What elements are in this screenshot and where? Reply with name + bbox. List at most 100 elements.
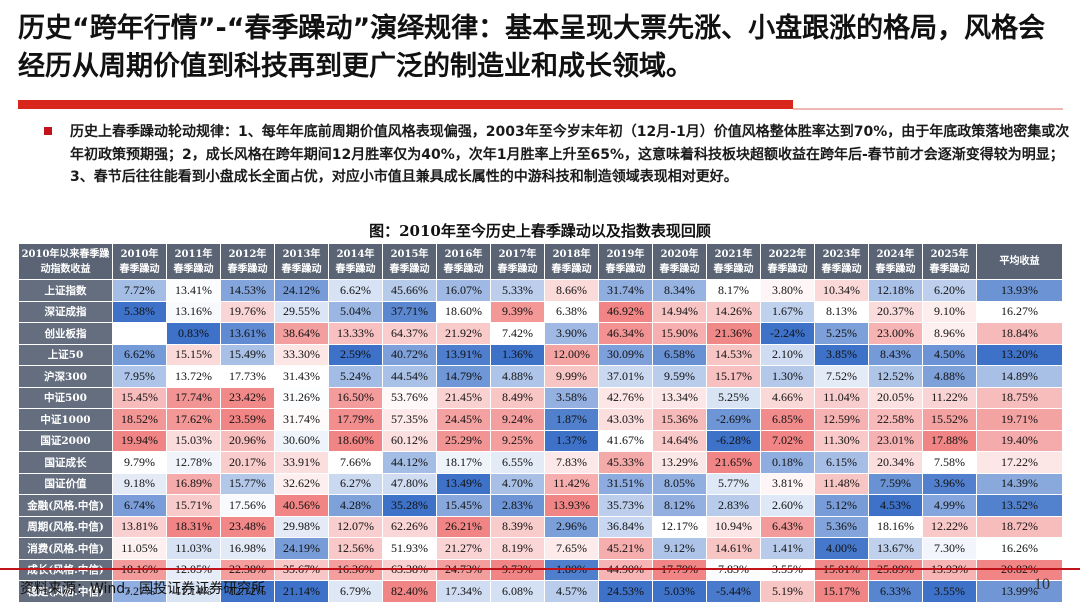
column-header: 2013年 春季躁动 (274, 243, 329, 280)
column-header: 平均收益 (976, 243, 1063, 280)
table-cell: 46.92% (598, 300, 653, 323)
corner-line-2: 动指数收益 (40, 263, 91, 275)
table-cell: 32.62% (274, 472, 329, 495)
table-cell: 31.74% (598, 279, 653, 302)
table-cell: 14.26% (706, 300, 761, 323)
table-cell: 51.93% (382, 537, 437, 560)
table-cell: 19.40% (976, 429, 1063, 452)
table-cell: 12.00% (544, 343, 599, 366)
table-cell: 31.43% (274, 365, 329, 388)
page-number: 10 (1034, 576, 1050, 593)
table-cell: 11.48% (814, 472, 869, 495)
table-cell: 6.43% (760, 515, 815, 538)
table-cell: 8.05% (652, 472, 707, 495)
table-cell: 7.59% (868, 472, 923, 495)
table-cell: -2.24% (760, 322, 815, 345)
table-cell: 29.98% (274, 515, 329, 538)
table-cell: 31.51% (598, 472, 653, 495)
table-cell: 9.39% (490, 300, 545, 323)
table-cell: 15.17% (706, 365, 761, 388)
table-cell: 7.02% (760, 429, 815, 452)
table-cell: 13.81% (112, 515, 167, 538)
table-cell: 12.17% (652, 515, 707, 538)
table-cell: 11.03% (166, 537, 221, 560)
table-cell: 24.19% (274, 537, 329, 560)
table-cell: 38.64% (274, 322, 329, 345)
table-cell: 9.18% (112, 472, 167, 495)
table-cell: 10.94% (706, 515, 761, 538)
table-cell: 6.08% (490, 580, 545, 603)
column-header: 2022年 春季躁动 (760, 243, 815, 280)
table-cell: 4.99% (922, 494, 977, 517)
column-header-line: 春季躁动 (227, 263, 268, 275)
table-row: 创业板指 0.83% 13.61% 38.64% 13.33% 64.37% 21.92% 7… (18, 322, 1063, 345)
column-header: 2012年 春季躁动 (220, 243, 275, 280)
column-header: 2011年 春季躁动 (166, 243, 221, 280)
table-cell: 14.64% (652, 429, 707, 452)
table-cell: 62.26% (382, 515, 437, 538)
row-label: 国证2000 (18, 429, 113, 452)
column-header-line: 春季躁动 (929, 263, 970, 275)
table-cell: 18.75% (976, 386, 1063, 409)
table-cell: 17.62% (166, 408, 221, 431)
table-cell: 1.41% (760, 537, 815, 560)
table-cell: 24.12% (274, 279, 329, 302)
column-header-line: 2020年 (660, 248, 699, 260)
table-cell: 21.14% (274, 580, 329, 603)
table-cell: 8.96% (922, 322, 977, 345)
table-cell: 35.73% (598, 494, 653, 517)
row-label: 中证500 (18, 386, 113, 409)
table-cell: 3.85% (814, 343, 869, 366)
table-cell: 14.53% (706, 343, 761, 366)
table-cell: 13.20% (976, 343, 1063, 366)
table-cell: 15.52% (922, 408, 977, 431)
table-cell: 5.24% (328, 365, 383, 388)
table-cell: 16.50% (328, 386, 383, 409)
table-cell: 53.76% (382, 386, 437, 409)
column-header-line: 2019年 (606, 248, 645, 260)
table-cell: 0.83% (166, 322, 221, 345)
table-cell: 23.42% (220, 386, 275, 409)
table-cell: 9.99% (544, 365, 599, 388)
table-cell: 2.96% (544, 515, 599, 538)
table-cell: 43.03% (598, 408, 653, 431)
table-cell: 7.66% (328, 451, 383, 474)
table-cell: 16.07% (436, 279, 491, 302)
column-header: 2024年 春季躁动 (868, 243, 923, 280)
column-header-line: 2022年 (768, 248, 807, 260)
table-cell: 5.25% (814, 322, 869, 345)
row-label: 创业板指 (18, 322, 113, 345)
table-cell: 30.09% (598, 343, 653, 366)
column-header-line: 2023年 (822, 248, 861, 260)
column-header: 2021年 春季躁动 (706, 243, 761, 280)
table-cell: 13.61% (220, 322, 275, 345)
table-cell: 18.84% (976, 322, 1063, 345)
row-label: 周期(风格.中信) (18, 515, 113, 538)
table-cell: -6.28% (706, 429, 761, 452)
table-row: 中证1000 18.52% 17.62% 23.59% 31.74% 17.79% 57.3… (18, 408, 1063, 431)
table-cell: 18.60% (436, 300, 491, 323)
table-cell: 20.37% (868, 300, 923, 323)
table-cell: 17.79% (328, 408, 383, 431)
table-cell: 13.52% (976, 494, 1063, 517)
table-cell: 25.29% (436, 429, 491, 452)
table-cell: 2.59% (328, 343, 383, 366)
table-row: 国证2000 19.94% 15.03% 20.96% 30.60% 18.60% 60.1… (18, 429, 1063, 452)
table-cell: 8.34% (652, 279, 707, 302)
table-cell: 19.76% (220, 300, 275, 323)
table-cell: 18.72% (976, 515, 1063, 538)
column-header-line: 春季躁动 (389, 263, 430, 275)
table-cell: 40.72% (382, 343, 437, 366)
table-cell: 1.67% (760, 300, 815, 323)
table-cell: 6.27% (328, 472, 383, 495)
table-cell: 23.01% (868, 429, 923, 452)
table-cell: 22.58% (868, 408, 923, 431)
row-label: 国证价值 (18, 472, 113, 495)
table-cell: 4.66% (760, 386, 815, 409)
table-cell: 14.89% (976, 365, 1063, 388)
table-cell: 18.16% (868, 515, 923, 538)
table-cell: 12.59% (814, 408, 869, 431)
table-cell: 46.34% (598, 322, 653, 345)
column-header-line: 春季躁动 (605, 263, 646, 275)
table-cell: 11.14% (166, 580, 221, 603)
